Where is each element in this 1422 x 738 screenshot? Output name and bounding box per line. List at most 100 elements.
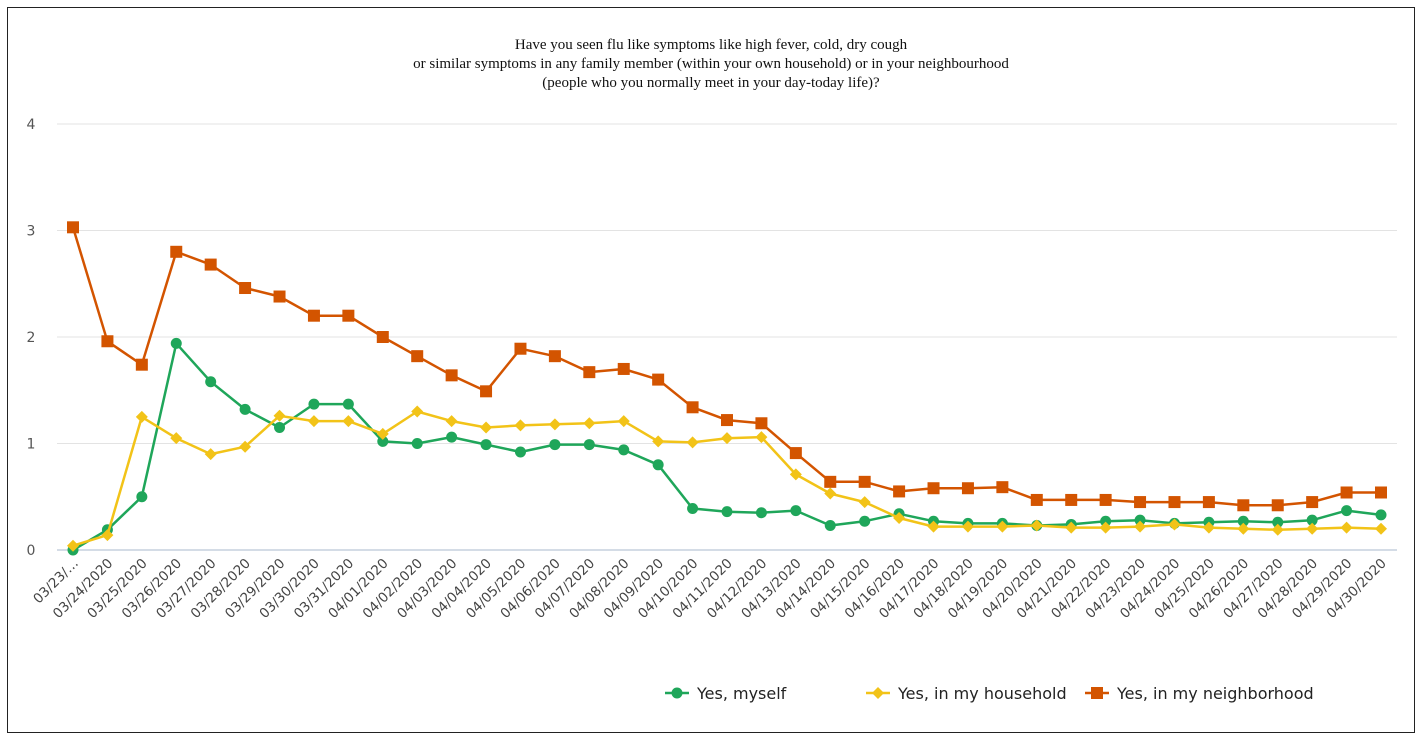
chart-title-line-2: or similar symptoms in any family member… (413, 56, 1009, 72)
series-line (72, 410, 1382, 547)
data-point (721, 414, 733, 427)
data-point (961, 482, 974, 495)
data-point (101, 335, 114, 348)
chart-title-line-3: (people who you normally meet in your da… (542, 75, 880, 91)
chart-frame (7, 7, 1415, 733)
y-axis: 0 1 2 3 4 (27, 117, 36, 559)
y-tick-label: 0 (27, 543, 36, 559)
data-point (961, 520, 974, 533)
data-point (1065, 493, 1078, 506)
data-point (514, 446, 526, 458)
legend-label: Yes, in my neighborhood (1116, 684, 1314, 703)
legend-label: Yes, myself (696, 684, 787, 703)
series-yes-in-my-household (67, 405, 1387, 552)
series-yes-myself (67, 337, 1387, 556)
data-point (687, 502, 699, 514)
data-point (1375, 486, 1387, 499)
data-point (652, 459, 664, 471)
data-point (1134, 520, 1147, 533)
data-point (1202, 496, 1215, 509)
data-point (790, 505, 802, 517)
data-point (652, 435, 665, 448)
data-point (1134, 514, 1146, 526)
data-point (996, 481, 1009, 494)
data-point (376, 427, 389, 440)
data-point (480, 385, 493, 398)
data-point (342, 398, 354, 410)
data-point (170, 245, 183, 258)
data-point (1134, 496, 1147, 509)
data-point (1272, 516, 1284, 528)
legend-item: Yes, myself (665, 684, 787, 703)
data-point (136, 491, 148, 503)
series-line (71, 226, 1381, 507)
data-point (204, 258, 217, 271)
data-point (1306, 496, 1319, 509)
data-point (549, 439, 561, 451)
data-point (1375, 509, 1387, 521)
data-point (274, 422, 286, 434)
data-point (1030, 493, 1043, 506)
data-point (824, 487, 837, 500)
data-point (170, 432, 183, 445)
data-point (239, 403, 251, 415)
data-point (135, 358, 148, 371)
series-line (72, 342, 1382, 552)
data-point (1340, 521, 1353, 534)
data-point (858, 475, 871, 488)
data-point (307, 415, 320, 428)
data-point (411, 350, 424, 363)
series-yes-in-my-neighborhood (67, 221, 1387, 512)
data-point (824, 520, 836, 532)
data-point (273, 290, 286, 303)
legend-item: Yes, in my household (866, 684, 1067, 703)
data-point (617, 362, 630, 375)
data-point (893, 485, 906, 498)
data-point (1237, 515, 1249, 527)
data-point (308, 398, 320, 410)
legend-marker (1091, 687, 1103, 699)
data-point (514, 419, 527, 432)
data-point (1100, 515, 1112, 527)
data-point (239, 282, 252, 295)
data-point (1306, 514, 1318, 526)
data-point (1271, 499, 1284, 512)
data-point (273, 409, 286, 422)
gridlines (57, 123, 1397, 551)
data-point (617, 415, 630, 428)
y-tick-label: 3 (27, 224, 36, 240)
data-point (170, 337, 182, 349)
data-point (1168, 496, 1181, 509)
data-point (927, 482, 940, 495)
data-point (721, 506, 733, 518)
data-point (1306, 522, 1319, 535)
data-point (1237, 499, 1250, 512)
data-point (583, 439, 595, 451)
data-point (996, 520, 1009, 533)
y-tick-label: 4 (27, 117, 36, 133)
data-point (342, 309, 355, 322)
data-point (411, 438, 423, 449)
data-point (480, 421, 493, 434)
legend-marker (872, 687, 884, 699)
data-point (686, 436, 699, 449)
legend: Yes, myself Yes, in my household Yes, in m… (665, 684, 1314, 703)
y-tick-label: 2 (27, 330, 36, 346)
data-point (1375, 522, 1387, 535)
data-point (789, 468, 802, 481)
data-point (307, 309, 320, 322)
data-point (1202, 521, 1215, 534)
data-point (514, 342, 527, 355)
data-point (1030, 519, 1043, 532)
data-point (377, 435, 389, 447)
data-point (446, 431, 458, 443)
data-point (1099, 521, 1112, 534)
data-point (548, 418, 561, 431)
data-point (445, 369, 458, 382)
data-point (376, 331, 389, 343)
data-point (1065, 521, 1078, 534)
data-point (480, 439, 492, 451)
data-point (1341, 505, 1353, 517)
legend-label: Yes, in my household (897, 684, 1067, 703)
